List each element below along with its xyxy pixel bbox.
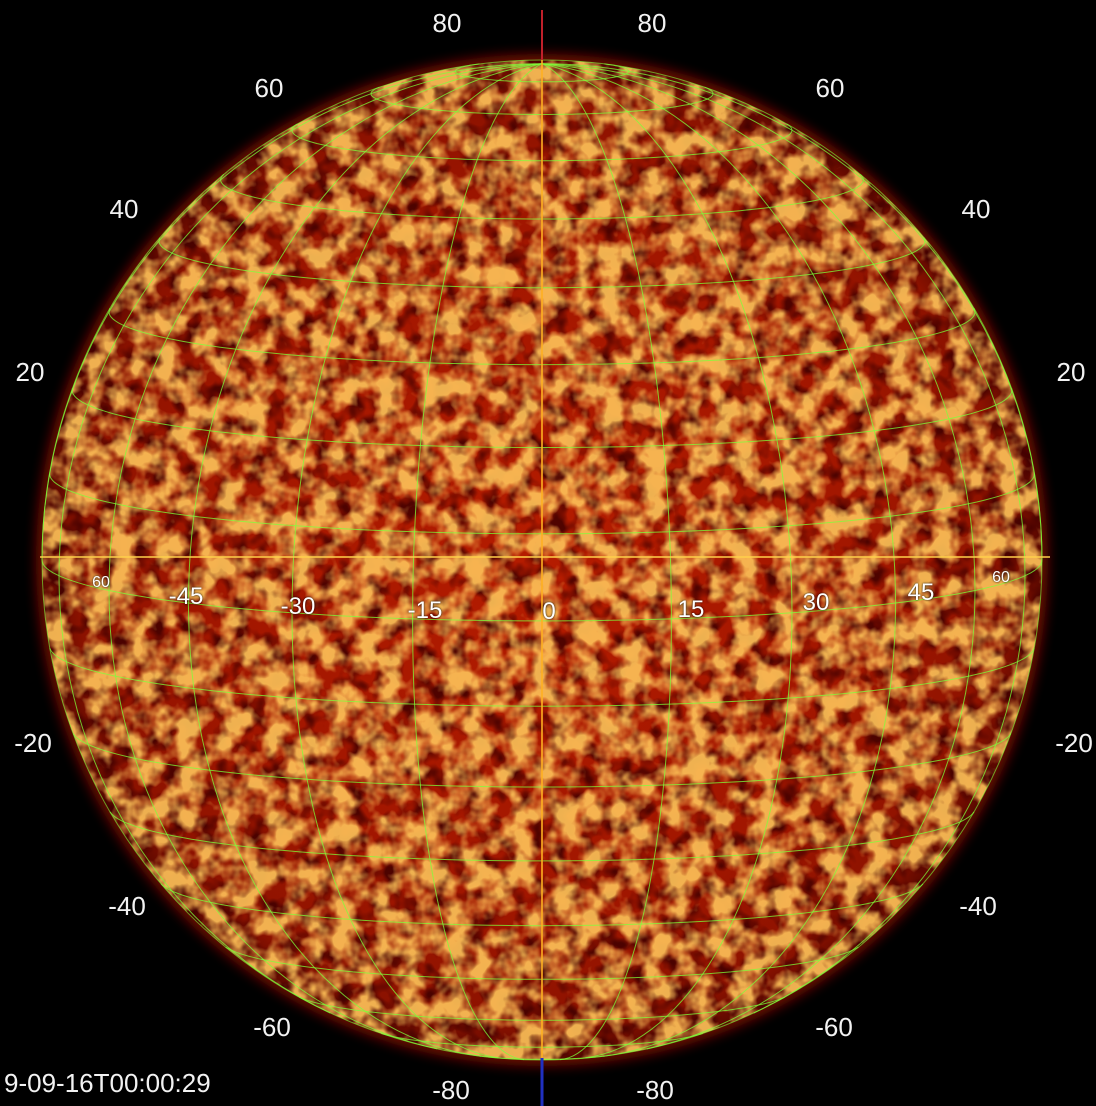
lat-label-right-minus60: -60	[815, 1012, 853, 1042]
lon-label-45: 45	[907, 579, 935, 606]
meridian-line	[541, 63, 672, 1061]
lon-label-0: 0	[542, 598, 556, 625]
lon-label-60: 60	[992, 569, 1010, 586]
lon-label-minus60: 60	[92, 574, 110, 591]
lat-label-right-minus40: -40	[959, 891, 997, 921]
lat-label-left-minus60: -60	[253, 1012, 291, 1042]
lat-label-left-minus40: -40	[108, 891, 146, 921]
meridian-line	[541, 63, 793, 1059]
meridian-line	[291, 63, 543, 1059]
lat-label-right-20: 20	[1056, 357, 1086, 387]
meridian-line	[541, 63, 1026, 1014]
meridian-line	[187, 63, 543, 1057]
lat-label-right-60: 60	[815, 73, 845, 103]
lat-label-left-20: 20	[15, 357, 45, 387]
lon-label-minus45: -45	[168, 583, 204, 610]
lat-label-left-minus80: -80	[432, 1075, 470, 1105]
lat-label-left-80: 80	[432, 8, 462, 38]
lat-label-right-minus80: -80	[636, 1075, 674, 1105]
lat-label-left-60: 60	[254, 73, 284, 103]
lat-label-right-40: 40	[961, 194, 991, 224]
meridian-line	[412, 63, 543, 1061]
lat-label-left-40: 40	[109, 194, 139, 224]
lon-label-minus30: -30	[280, 593, 316, 620]
lon-label-minus15: -15	[407, 597, 443, 624]
meridian-line	[541, 63, 976, 1050]
meridian-line	[108, 63, 543, 1050]
lon-label-15: 15	[677, 596, 705, 623]
observation-timestamp: 9-09-16T00:00:29	[4, 1068, 211, 1098]
meridian-line	[58, 63, 543, 1014]
meridian-line	[541, 63, 897, 1057]
lat-label-left-minus20: -20	[14, 728, 52, 758]
lat-label-right-minus20: -20	[1055, 728, 1093, 758]
lat-label-right-80: 80	[637, 8, 667, 38]
lon-label-30: 30	[802, 589, 830, 616]
